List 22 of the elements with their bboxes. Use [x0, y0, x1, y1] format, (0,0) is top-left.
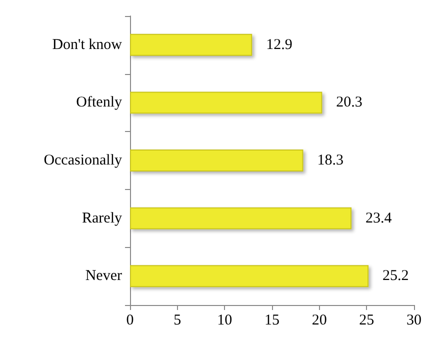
- x-tick-label: 25: [359, 312, 374, 328]
- x-tick-label: 15: [264, 312, 280, 328]
- y-tick-label: Never: [85, 268, 122, 284]
- bar: [130, 265, 369, 288]
- y-tick-label: Don't know: [52, 36, 122, 53]
- y-tick-label: Oftenly: [76, 94, 122, 111]
- data-label: 23.4: [366, 210, 392, 226]
- y-tick-label: Rarely: [82, 210, 122, 226]
- x-tick-label: 30: [406, 312, 422, 328]
- bar: [130, 150, 304, 172]
- bar: [130, 92, 322, 114]
- data-label: 18.3: [317, 152, 344, 168]
- x-tick-label: 20: [312, 312, 327, 328]
- data-label: 12.9: [266, 36, 292, 53]
- bar: [130, 207, 352, 230]
- data-label: 20.3: [336, 94, 362, 111]
- data-label: 25.2: [382, 268, 409, 284]
- y-tick-label: Occasionally: [44, 152, 122, 168]
- bar: [130, 34, 252, 56]
- x-tick-label: 0: [126, 312, 134, 328]
- x-tick-label: 5: [174, 312, 182, 328]
- x-tick-label: 10: [217, 312, 232, 328]
